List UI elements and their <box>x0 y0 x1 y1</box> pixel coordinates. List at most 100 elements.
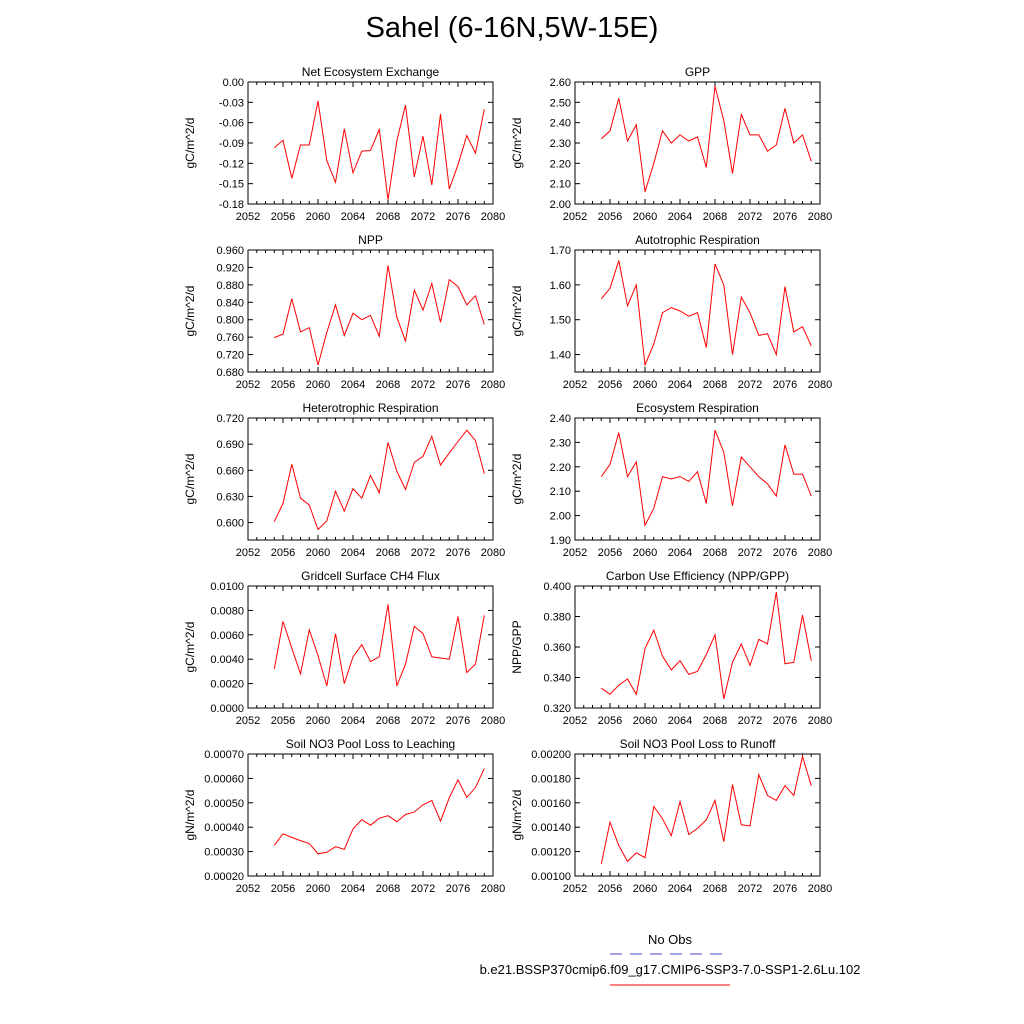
x-tick-label: 2076 <box>446 715 470 727</box>
x-tick-label: 2072 <box>411 883 435 895</box>
series-line <box>273 429 485 531</box>
x-tick-label: 2060 <box>306 379 330 391</box>
x-tick-label: 2056 <box>271 883 295 895</box>
legend-run-line <box>610 984 730 986</box>
x-tick-label: 2064 <box>341 379 365 391</box>
x-tick-label: 2056 <box>598 211 622 223</box>
chart-panel: Soil NO3 Pool Loss to Leaching gN/m^2/d 20… <box>183 737 505 895</box>
x-tick-label: 2080 <box>481 547 505 559</box>
y-tick-label: 0.660 <box>216 465 244 477</box>
y-tick-label: 0.760 <box>216 332 244 344</box>
panel-title: Soil NO3 Pool Loss to Runoff <box>620 737 777 751</box>
x-tick-label: 2080 <box>808 211 832 223</box>
x-tick-label: 2052 <box>563 715 587 727</box>
x-tick-label: 2080 <box>808 547 832 559</box>
y-tick-label: 2.10 <box>550 486 571 498</box>
legend-run-label: b.e21.BSSP370cmip6.f09_g17.CMIP6-SSP3-7.… <box>479 962 861 977</box>
x-tick-label: 2060 <box>306 715 330 727</box>
legend-no-obs-line <box>610 953 730 955</box>
y-tick-label: 1.90 <box>550 535 571 547</box>
x-tick-label: 2072 <box>738 211 762 223</box>
x-tick-label: 2052 <box>563 547 587 559</box>
y-tick-label: -0.09 <box>219 138 244 150</box>
y-tick-label: 2.30 <box>550 437 571 449</box>
y-tick-label: 0.800 <box>216 315 244 327</box>
y-tick-label: 0.0100 <box>210 581 244 593</box>
x-tick-label: 2056 <box>271 547 295 559</box>
chart-panel: Heterotrophic Respiration gC/m^2/d 2052 205… <box>183 401 505 559</box>
x-tick-label: 2060 <box>306 211 330 223</box>
y-tick-label: 0.0000 <box>210 703 244 715</box>
x-tick-label: 2080 <box>481 883 505 895</box>
x-tick-label: 2072 <box>738 883 762 895</box>
y-tick-label: -0.15 <box>219 179 244 191</box>
x-tick-label: 2076 <box>446 883 470 895</box>
x-tick-label: 2060 <box>633 547 657 559</box>
x-tick-label: 2052 <box>563 379 587 391</box>
legend-no-obs-label: No Obs <box>647 932 693 947</box>
series-line <box>600 85 812 192</box>
panel-title: Carbon Use Efficiency (NPP/GPP) <box>606 569 789 583</box>
y-tick-label: 0.630 <box>216 491 244 503</box>
series-line <box>600 430 812 528</box>
y-tick-label: 0.400 <box>543 581 571 593</box>
x-tick-label: 2072 <box>411 547 435 559</box>
y-tick-label: 2.20 <box>550 462 571 474</box>
chart-panel: Net Ecosystem Exchange gC/m^2/d 2052 2056 20… <box>183 65 505 223</box>
y-tick-label: 0.340 <box>543 673 571 685</box>
series-line <box>274 265 485 366</box>
y-tick-label: 2.20 <box>550 158 571 170</box>
y-tick-label: 0.00030 <box>204 847 244 859</box>
y-tick-label: 0.0060 <box>210 630 244 642</box>
y-tick-label: 0.880 <box>216 280 244 292</box>
panel-title: GPP <box>685 65 710 79</box>
panel-title: Heterotrophic Respiration <box>302 401 438 415</box>
x-tick-label: 2076 <box>773 211 797 223</box>
x-tick-label: 2068 <box>376 379 400 391</box>
series-line <box>600 260 812 367</box>
x-tick-label: 2064 <box>668 211 692 223</box>
y-tick-label: 1.60 <box>550 280 571 292</box>
y-tick-label: 0.0080 <box>210 605 244 617</box>
x-tick-label: 2068 <box>376 715 400 727</box>
plot-frame <box>574 753 821 877</box>
y-tick-label: 0.840 <box>216 297 244 309</box>
y-axis-label: gC/m^2/d <box>183 622 197 673</box>
y-tick-label: 0.720 <box>216 413 244 425</box>
y-tick-label: -0.18 <box>219 199 244 211</box>
x-tick-label: 2052 <box>563 211 587 223</box>
y-tick-label: -0.12 <box>219 158 244 170</box>
chart-panel: GPP gC/m^2/d 2052 2056 2060 2064 2068 2072 2076 2… <box>510 65 832 223</box>
x-tick-label: 2068 <box>703 379 727 391</box>
y-tick-label: 0.920 <box>216 262 244 274</box>
y-tick-label: 0.600 <box>216 518 244 530</box>
x-tick-label: 2056 <box>598 715 622 727</box>
x-tick-label: 2080 <box>481 211 505 223</box>
panel-title: Gridcell Surface CH4 Flux <box>301 569 440 583</box>
x-tick-label: 2068 <box>703 211 727 223</box>
y-tick-label: 0.360 <box>543 642 571 654</box>
y-axis-label: gC/m^2/d <box>510 286 524 337</box>
x-tick-label: 2068 <box>376 547 400 559</box>
x-tick-label: 2072 <box>411 379 435 391</box>
x-tick-label: 2056 <box>271 715 295 727</box>
series-line <box>273 604 485 687</box>
y-tick-label: 2.40 <box>550 413 571 425</box>
x-tick-label: 2064 <box>341 211 365 223</box>
x-tick-label: 2076 <box>773 883 797 895</box>
y-axis-label: gC/m^2/d <box>183 286 197 337</box>
x-tick-label: 2052 <box>236 715 260 727</box>
y-tick-label: 1.50 <box>550 315 571 327</box>
x-tick-label: 2064 <box>341 715 365 727</box>
y-axis-label: gN/m^2/d <box>510 790 524 841</box>
y-tick-label: 2.30 <box>550 138 571 150</box>
x-tick-label: 2076 <box>446 211 470 223</box>
series-line <box>273 100 485 200</box>
plot-frame <box>574 249 821 373</box>
chart-panel: Ecosystem Respiration gC/m^2/d 2052 2056 206… <box>510 401 832 559</box>
x-tick-label: 2064 <box>668 379 692 391</box>
x-tick-label: 2072 <box>738 715 762 727</box>
series-line <box>601 592 812 700</box>
y-tick-label: 0.720 <box>216 350 244 362</box>
x-tick-label: 2068 <box>703 883 727 895</box>
